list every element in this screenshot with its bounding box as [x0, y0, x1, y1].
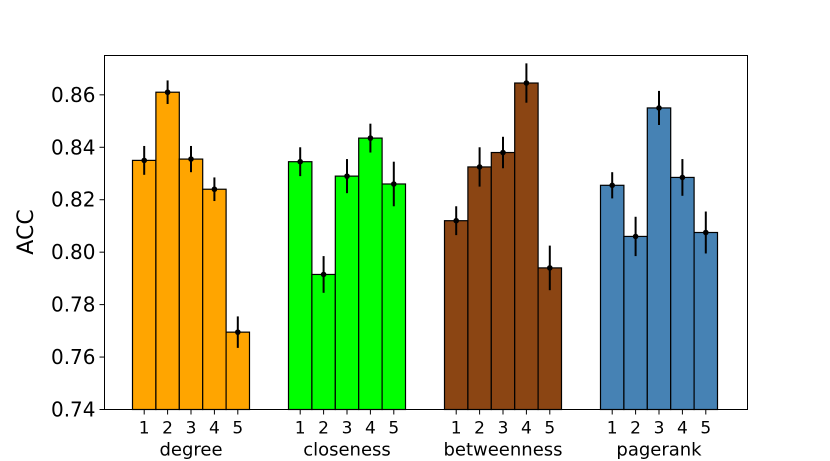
betweenness-mean-point-2	[476, 164, 483, 170]
pagerank-mean-point-5	[703, 229, 709, 236]
x-tick-label: 3	[498, 419, 509, 439]
x-tick-label: 1	[607, 419, 618, 439]
x-tick-label: 5	[544, 419, 555, 439]
x-tick-label: 4	[365, 419, 376, 439]
y-tick-label: 0.84	[51, 135, 96, 159]
closeness-mean-point-2	[320, 271, 327, 278]
x-tick-label: 5	[388, 419, 399, 439]
betweenness-bar-3	[490, 151, 516, 411]
y-tick-label: 0.86	[51, 83, 96, 107]
y-tick-label: 0.76	[51, 345, 96, 369]
error-bars-layer	[141, 63, 709, 348]
x-tick-label: 5	[232, 419, 243, 439]
x-tick-label: 4	[521, 419, 532, 439]
betweenness-bar-1	[443, 220, 469, 411]
x-tick-label: 1	[451, 419, 462, 439]
degree-mean-point-4	[211, 186, 218, 193]
closeness-mean-point-1	[297, 158, 304, 165]
degree-mean-point-3	[188, 156, 194, 162]
x-tick-label: 4	[677, 419, 688, 439]
x-tick-label: 1	[295, 419, 306, 439]
closeness-mean-point-4	[367, 135, 374, 141]
betweenness-bar-2	[467, 166, 492, 411]
betweenness-bar-4	[514, 82, 539, 411]
pagerank-bar-1	[599, 184, 625, 411]
closeness-bar-4	[358, 137, 383, 411]
degree-mean-point-1	[141, 157, 147, 164]
pagerank-mean-point-4	[679, 174, 686, 181]
degree-bar-3	[178, 158, 204, 411]
y-axis: 0.74 0.76 0.78 0.80 0.82 0.84 0.86	[51, 83, 105, 422]
x-tick-label: 5	[700, 419, 711, 439]
x-tick-label: 2	[474, 419, 485, 439]
closeness-bar-2	[311, 273, 336, 411]
pagerank-mean-point-3	[656, 105, 662, 111]
x-tick-label: 3	[654, 419, 665, 439]
closeness-mean-point-3	[344, 173, 350, 179]
degree-mean-point-5	[235, 329, 241, 335]
degree-bar-4	[202, 188, 227, 411]
pagerank-bar-2	[623, 235, 648, 411]
bars-layer	[131, 82, 719, 411]
x-tick-label: 2	[318, 419, 329, 439]
closeness-bar-3	[334, 175, 360, 411]
y-tick-label: 0.78	[51, 293, 96, 317]
plot-frame	[104, 55, 748, 410]
pagerank-bar-4	[670, 176, 695, 411]
degree-bar-2	[155, 91, 180, 411]
y-tick-label: 0.80	[51, 240, 96, 264]
group-label-degree: degree	[159, 440, 222, 461]
degree-bar-1	[131, 159, 157, 411]
group-label-closeness: closeness	[303, 440, 391, 461]
betweenness-mean-point-1	[453, 217, 460, 224]
x-tick-label: 2	[162, 419, 173, 439]
x-tick-label: 1	[139, 419, 150, 439]
degree-mean-point-2	[164, 89, 171, 96]
pagerank-mean-point-2	[632, 233, 639, 240]
betweenness-mean-point-3	[500, 149, 506, 156]
y-axis-label: ACC	[14, 209, 39, 254]
pagerank-bar-5	[693, 231, 719, 411]
closeness-bar-1	[287, 161, 313, 411]
group-label-pagerank: pagerank	[616, 440, 702, 461]
x-tick-label: 4	[209, 419, 220, 439]
y-tick-label: 0.74	[51, 398, 96, 422]
x-tick-label: 3	[186, 419, 197, 439]
x-tick-label: 3	[342, 419, 353, 439]
pagerank-mean-point-1	[609, 182, 615, 189]
betweenness-mean-point-5	[547, 265, 553, 271]
x-tick-label: 2	[630, 419, 641, 439]
pagerank-bar-3	[646, 107, 672, 411]
closeness-bar-5	[381, 183, 407, 411]
betweenness-mean-point-4	[523, 80, 530, 86]
group-label-betweenness: betweenness	[443, 440, 562, 461]
y-tick-label: 0.82	[51, 188, 96, 212]
closeness-mean-point-5	[391, 181, 397, 187]
